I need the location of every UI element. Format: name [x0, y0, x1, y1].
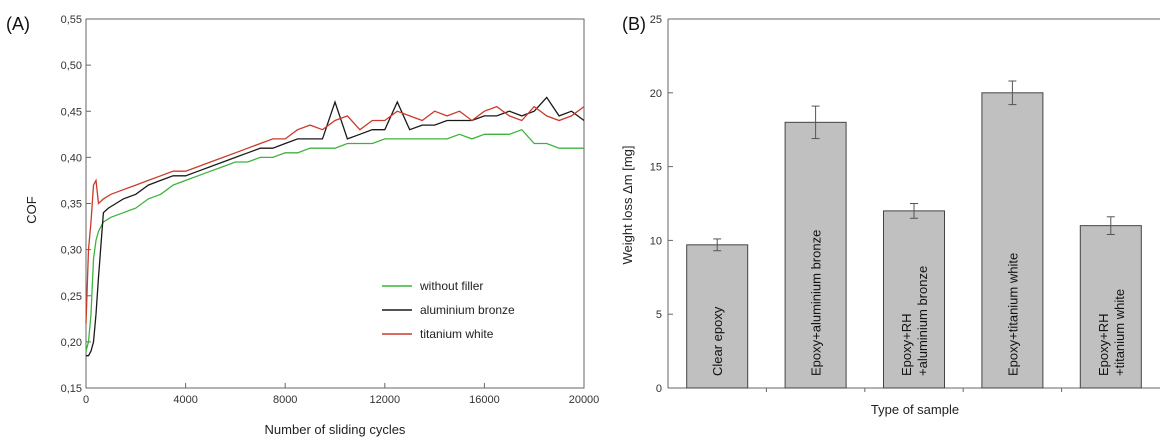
- category-label: Epoxy+RH: [899, 314, 914, 377]
- y-tick-label: 0,50: [61, 60, 82, 72]
- panel-a-series-lines: [85, 96, 585, 357]
- category-label: +titanium white: [1112, 289, 1127, 376]
- category-label: Epoxy+RH: [1096, 314, 1111, 377]
- y-tick-label: 0: [656, 383, 662, 395]
- y-tick-label: 25: [650, 14, 662, 26]
- panel-b-x-axis-label: Type of sample: [871, 402, 959, 417]
- y-tick-label: 0,20: [61, 337, 82, 349]
- x-tick-label: 0: [83, 394, 89, 406]
- series-line-aluminium-bronze: [86, 96, 585, 357]
- panel-a-legend: without filler aluminium bronze titanium w…: [382, 279, 515, 341]
- panel-b-bars: Clear epoxy Epoxy+aluminium bronze Epoxy+R…: [686, 80, 1142, 392]
- panel-b-y-axis-label: Weight loss Δm [mg]: [620, 146, 635, 265]
- y-tick-label: 5: [656, 309, 662, 321]
- y-tick-label: 15: [650, 162, 662, 174]
- panel-b-bar-chart: (B) 0 5 10 15 20 25 Clear epoxy Epoxy+aluminiu…: [620, 14, 1160, 417]
- panel-a-x-ticks: 0 4000 8000 12000 16000 20000: [83, 383, 599, 406]
- panel-a-label: (A): [6, 14, 30, 34]
- series-line-titanium-white: [85, 105, 585, 324]
- panel-a-x-axis-label: Number of sliding cycles: [265, 422, 406, 437]
- x-tick-label: 12000: [370, 394, 401, 406]
- category-label: Epoxy+aluminium bronze: [809, 230, 824, 376]
- bar: [981, 92, 1044, 389]
- x-tick-label: 16000: [469, 394, 500, 406]
- panel-a-line-chart: (A) 0,15 0,20 0,25 0,30 0,35 0,40 0,45 0,50 0,55…: [6, 14, 599, 437]
- x-tick-label: 8000: [273, 394, 297, 406]
- bar: [1079, 225, 1142, 389]
- legend-label: without filler: [419, 279, 483, 293]
- x-tick-label: 20000: [569, 394, 600, 406]
- legend-label: aluminium bronze: [420, 303, 515, 317]
- y-tick-label: 0,35: [61, 199, 82, 211]
- category-label: Clear epoxy: [710, 306, 725, 376]
- series-line-without-filler: [85, 128, 584, 352]
- y-tick-label: 0,25: [61, 291, 82, 303]
- panel-a-y-ticks: 0,15 0,20 0,25 0,30 0,35 0,40 0,45 0,50 0,55: [61, 14, 91, 395]
- y-tick-label: 10: [650, 235, 662, 247]
- panel-b-label: (B): [622, 14, 646, 34]
- y-tick-label: 0,55: [61, 14, 82, 26]
- category-label: +aluminium bronze: [915, 266, 930, 376]
- bar: [784, 121, 847, 389]
- category-label: Epoxy+titanium white: [1005, 253, 1020, 376]
- panel-a-plot-frame: [85, 18, 585, 389]
- panel-a-y-axis-label: COF: [24, 196, 39, 224]
- y-tick-label: 0,30: [61, 245, 82, 257]
- y-tick-label: 20: [650, 88, 662, 100]
- y-tick-label: 0,15: [61, 383, 82, 395]
- legend-label: titanium white: [420, 327, 494, 341]
- y-tick-label: 0,40: [61, 152, 82, 164]
- x-tick-label: 4000: [173, 394, 197, 406]
- bar: [882, 210, 946, 389]
- y-tick-label: 0,45: [61, 106, 82, 118]
